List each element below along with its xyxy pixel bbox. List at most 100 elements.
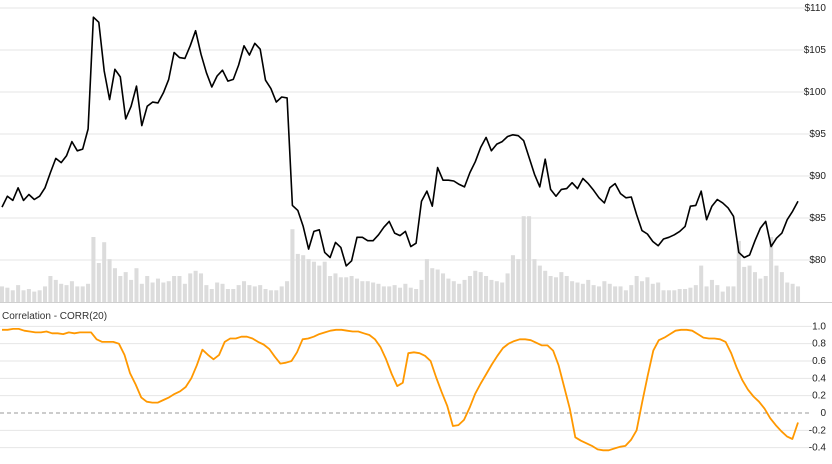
price-tick-label: $100 [804, 87, 827, 98]
volume-bar [424, 259, 429, 302]
volume-bar [645, 277, 650, 302]
volume-bar [478, 272, 483, 302]
volume-bar [435, 269, 440, 302]
volume-bar [333, 273, 338, 302]
volume-bar [225, 289, 230, 302]
volume-bar [21, 290, 26, 302]
volume-bar [279, 286, 284, 302]
volume-bar [91, 237, 96, 302]
volume-bar [112, 268, 117, 302]
indicator-tick-label: -0.4 [809, 443, 827, 454]
volume-bar [564, 276, 569, 302]
volume-bar [177, 276, 182, 302]
volume-bar [64, 285, 69, 302]
volume-bar [795, 286, 801, 302]
volume-bar [10, 290, 15, 302]
volume-bar [742, 266, 747, 302]
volume-bar [683, 289, 688, 302]
volume-bar [306, 259, 311, 302]
price-tick-label: $105 [804, 45, 827, 56]
volume-bar [451, 281, 456, 302]
price-tick-label: $95 [809, 129, 826, 140]
volume-bar [129, 279, 134, 302]
volume-bar [209, 289, 214, 302]
volume-bar [596, 286, 602, 302]
volume-bar [371, 282, 376, 302]
volume-bar [317, 265, 322, 302]
volume-bar [532, 259, 537, 302]
volume-bar [629, 285, 634, 302]
volume-bar [484, 276, 489, 302]
volume-bar [731, 286, 736, 302]
volume-bar [242, 281, 247, 302]
volume-bar [510, 255, 515, 302]
volume-bar [774, 265, 779, 302]
volume-bar [26, 289, 31, 302]
volume-bar [86, 283, 91, 302]
volume-bar [166, 281, 171, 302]
volume-bar [752, 272, 757, 302]
volume-bar [392, 285, 397, 302]
volume-bar [344, 277, 349, 302]
volume-bar [204, 285, 209, 302]
volume-bar [607, 283, 612, 302]
volume-bar [580, 283, 585, 302]
volume-bar [263, 289, 268, 302]
volume-bar [155, 278, 160, 302]
volume-bar [656, 282, 661, 302]
volume-bar [182, 283, 187, 302]
volume-bar [75, 286, 80, 302]
indicator-tick-label: 0.2 [812, 391, 826, 402]
volume-bar [537, 265, 542, 302]
volume-bar [381, 286, 386, 302]
volume-bar [102, 242, 107, 302]
volume-bar [295, 253, 300, 302]
volume-bar [107, 259, 112, 302]
volume-bar [704, 286, 709, 302]
volume-bar [0, 286, 5, 302]
volume-bar [252, 286, 257, 302]
volume-bar [376, 283, 381, 302]
volume-bar [161, 282, 166, 302]
volume-bar [268, 290, 273, 302]
volume-bar [693, 285, 698, 302]
indicator-title: Correlation - CORR(20) [2, 311, 107, 322]
volume-bar [457, 283, 462, 302]
indicator-tick-label: -0.2 [809, 425, 827, 436]
volume-bar [118, 276, 123, 302]
volume-bar [258, 285, 263, 302]
volume-bar [414, 289, 419, 302]
volume-bar [462, 279, 467, 302]
volume-bar [96, 263, 101, 302]
volume-bar [559, 272, 564, 302]
volume-bar [613, 286, 618, 302]
volume-bar [677, 289, 682, 302]
volume-bar [338, 277, 343, 302]
volume-bar [736, 240, 741, 302]
volume-bar [387, 286, 392, 302]
price-tick-label: $85 [809, 213, 826, 224]
volume-bar [699, 265, 704, 302]
volume-bar [548, 276, 553, 302]
volume-bar [586, 279, 591, 302]
volume-bar [349, 276, 354, 302]
volume-bar [274, 290, 279, 302]
volume-bar [640, 281, 645, 302]
volume-bar [172, 276, 177, 302]
volume-bar [59, 283, 64, 302]
volume-bar [666, 290, 671, 302]
volume-bar [516, 259, 521, 302]
volume-bar [602, 281, 607, 302]
volume-bar [570, 281, 575, 302]
correlation-line [2, 328, 799, 452]
volume-bar [543, 270, 548, 302]
volume-bar [150, 282, 155, 302]
indicator-tick-label: 1.0 [812, 321, 826, 332]
indicator-tick-label: 0 [820, 408, 826, 419]
volume-bar [188, 273, 193, 302]
volume-bar [32, 291, 37, 302]
volume-bar [365, 281, 370, 302]
volume-bar [419, 279, 424, 302]
volume-bar [441, 273, 446, 302]
